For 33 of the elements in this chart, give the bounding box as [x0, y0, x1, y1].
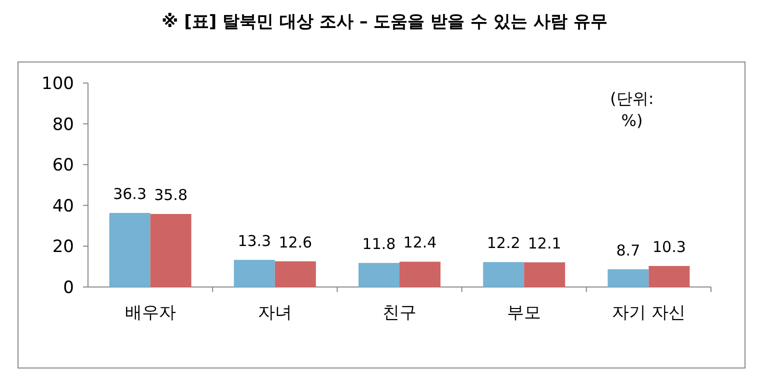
- data-label: 10.3: [652, 238, 686, 256]
- y-tick-label: 20: [52, 237, 74, 258]
- x-tick-label: 자녀: [258, 303, 292, 323]
- x-tick-label: 부모: [507, 303, 542, 323]
- bar: [358, 262, 400, 287]
- bar: [648, 266, 690, 287]
- bar: [234, 260, 275, 287]
- x-tick-label: 친구: [382, 303, 416, 323]
- chart-title: ※ [표] 탈북민 대상 조사 – 도움을 받을 수 있는 사람 유무: [162, 12, 608, 32]
- data-label: 11.8: [362, 234, 396, 253]
- x-tick-label: 배우자: [124, 303, 176, 323]
- bar: [274, 261, 316, 287]
- data-label: 36.3: [113, 184, 147, 203]
- data-label: 12.1: [528, 234, 562, 252]
- bar: [109, 212, 150, 287]
- y-tick-label: 100: [42, 74, 74, 94]
- y-tick-label: 0: [63, 278, 74, 298]
- bar: [400, 262, 440, 287]
- bar: [608, 269, 649, 287]
- data-label: 12.2: [486, 234, 520, 252]
- data-label: 35.8: [154, 186, 188, 204]
- y-tick-label: 40: [52, 196, 74, 216]
- annotation: (단위: %): [610, 89, 654, 130]
- data-label: 12.4: [403, 234, 437, 252]
- data-label: 8.7: [616, 241, 640, 260]
- data-label: 13.3: [238, 232, 272, 250]
- y-tick-label: 80: [52, 114, 74, 135]
- bar: [150, 214, 192, 287]
- data-label: 12.6: [278, 233, 312, 252]
- bar: [483, 262, 524, 287]
- bar: [524, 262, 566, 287]
- x-tick-label: 자기 자신: [612, 303, 686, 323]
- y-tick-label: 60: [52, 156, 74, 176]
